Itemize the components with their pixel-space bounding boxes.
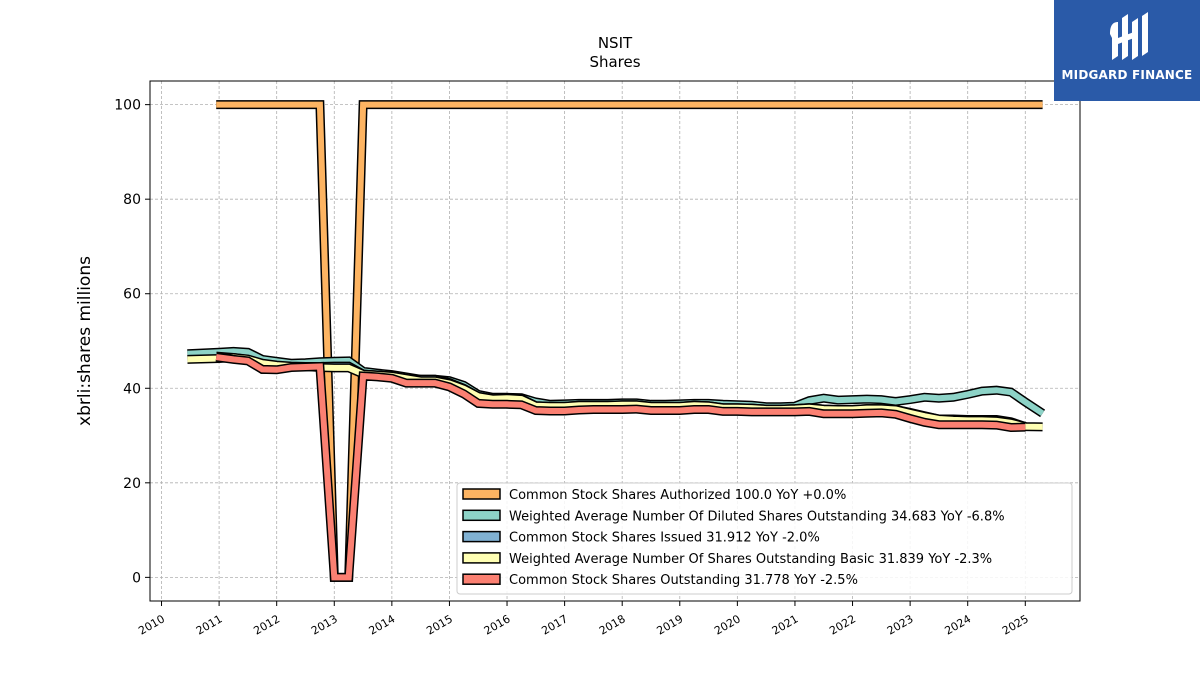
- legend-entry: Weighted Average Number Of Shares Outsta…: [509, 552, 992, 567]
- legend-entry: Common Stock Shares Outstanding 31.778 Y…: [509, 573, 858, 588]
- x-tick-label: 2018: [597, 612, 628, 637]
- y-tick-label: 20: [123, 476, 141, 492]
- y-tick-label: 80: [123, 192, 141, 208]
- x-tick-label: 2013: [309, 612, 340, 637]
- y-tick-label: 60: [123, 287, 141, 303]
- series-line: [187, 354, 1043, 430]
- y-axis-label: xbrli:shares millions: [75, 256, 95, 426]
- chart-title: NSIT: [598, 34, 633, 52]
- axes-frame: [149, 80, 1081, 602]
- x-tick-label: 2019: [655, 612, 686, 637]
- y-tick-label: 40: [123, 381, 141, 397]
- y-tick-label: 0: [132, 570, 141, 586]
- brand-logo: MIDGARD FINANCE: [1054, 0, 1200, 101]
- x-tick-label: 2015: [424, 612, 455, 637]
- chart-subtitle: Shares: [589, 53, 640, 71]
- series-3: [187, 352, 1043, 432]
- midgard-logo-icon: [1110, 12, 1148, 60]
- x-tick-label: 2010: [136, 612, 167, 637]
- x-tick-label: 2020: [712, 612, 743, 637]
- legend-entry: Common Stock Shares Issued 31.912 YoY -2…: [509, 531, 820, 546]
- legend-entry: Common Stock Shares Authorized 100.0 YoY…: [509, 488, 846, 503]
- x-tick-label: 2023: [885, 612, 916, 637]
- x-tick-label: 2024: [942, 612, 973, 637]
- legend-swatch: [462, 509, 501, 522]
- series-line: [215, 354, 1026, 581]
- x-tick-label: 2011: [194, 612, 225, 637]
- x-tick-label: 2025: [1000, 612, 1031, 637]
- legend-swatch: [462, 530, 501, 543]
- x-tick-label: 2014: [367, 612, 398, 637]
- x-tick-label: 2012: [251, 612, 282, 637]
- legend-entry: Weighted Average Number Of Diluted Share…: [509, 509, 1005, 524]
- series-4: [215, 352, 1026, 582]
- x-tick-label: 2022: [827, 612, 858, 637]
- brand-name: MIDGARD FINANCE: [1061, 68, 1193, 82]
- x-tick-label: 2021: [770, 612, 801, 637]
- x-tick-label: 2017: [539, 612, 570, 637]
- plot-area: [187, 100, 1046, 582]
- legend-swatch: [462, 552, 501, 564]
- legend-swatch: [462, 573, 501, 585]
- legend-box: [456, 482, 1073, 595]
- legend-swatch: [462, 488, 501, 500]
- y-tick-label: 100: [114, 98, 141, 114]
- x-tick-label: 2016: [482, 612, 513, 637]
- legend: Common Stock Shares Authorized 100.0 YoY…: [456, 482, 1073, 595]
